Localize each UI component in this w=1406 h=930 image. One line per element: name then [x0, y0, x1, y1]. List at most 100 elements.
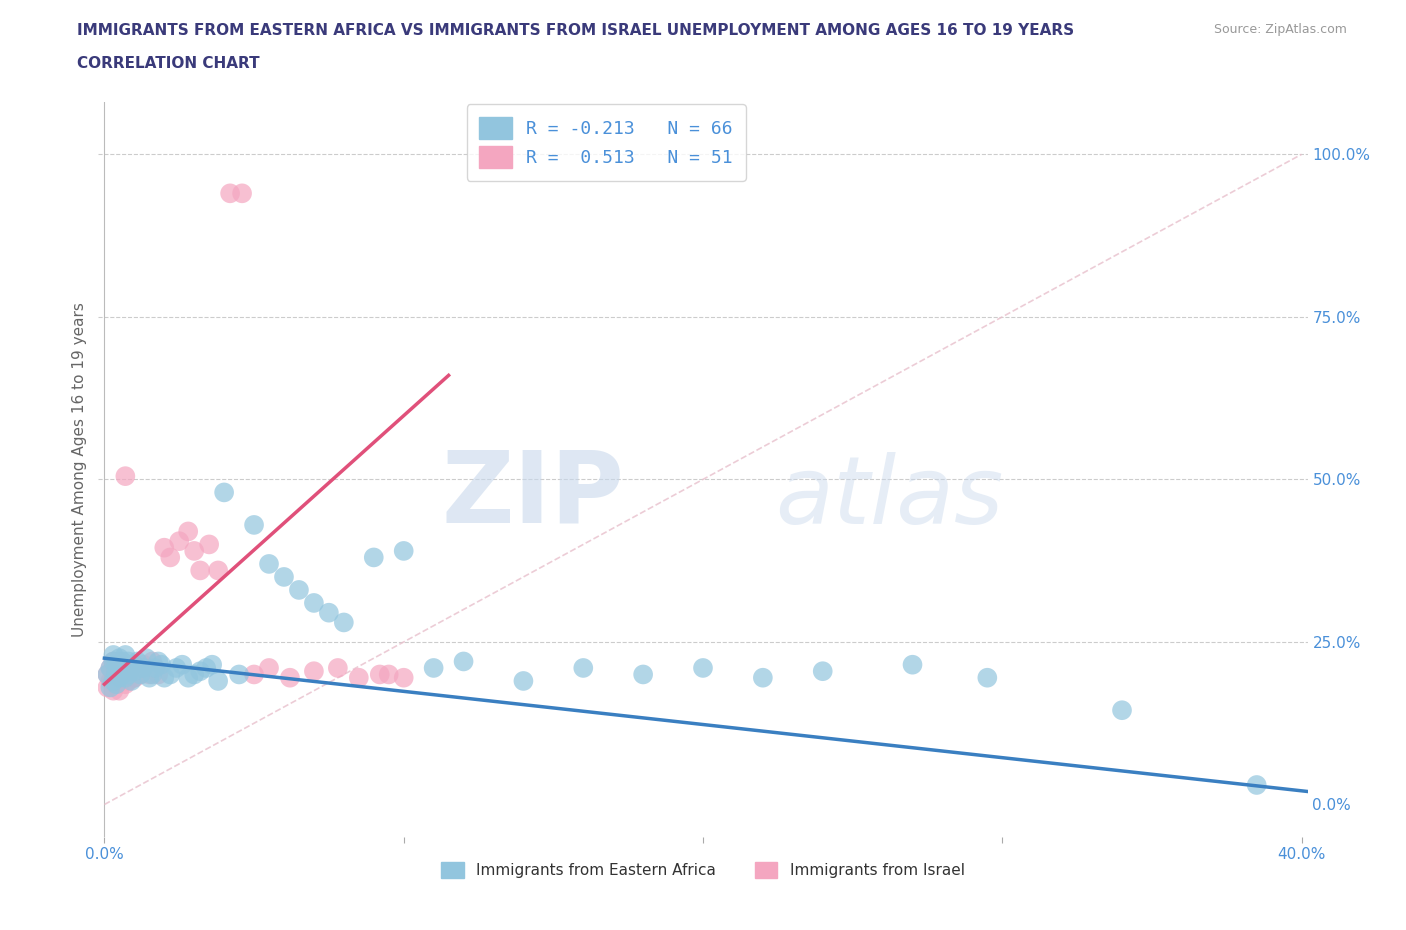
- Point: [288, 582, 311, 597]
- Point: [103, 654, 125, 669]
- Point: [392, 543, 415, 558]
- Point: [302, 664, 325, 679]
- Point: [198, 537, 221, 551]
- Point: [127, 654, 149, 669]
- Point: [108, 654, 131, 669]
- Point: [1111, 703, 1133, 718]
- Point: [188, 563, 211, 578]
- Point: [96, 667, 118, 682]
- Text: CORRELATION CHART: CORRELATION CHART: [77, 56, 260, 71]
- Point: [167, 534, 190, 549]
- Point: [392, 671, 415, 685]
- Point: [278, 671, 301, 685]
- Point: [129, 667, 152, 682]
- Text: ZIP: ZIP: [441, 446, 624, 544]
- Point: [124, 671, 146, 685]
- Point: [132, 664, 155, 679]
- Point: [318, 605, 340, 620]
- Point: [692, 660, 714, 675]
- Point: [100, 660, 122, 675]
- Point: [212, 485, 235, 499]
- Point: [422, 660, 444, 675]
- Point: [207, 673, 229, 688]
- Point: [117, 667, 139, 682]
- Point: [132, 658, 155, 672]
- Point: [127, 660, 149, 675]
- Point: [159, 550, 181, 565]
- Point: [219, 186, 242, 201]
- Point: [165, 660, 187, 675]
- Point: [100, 673, 122, 688]
- Point: [124, 660, 146, 675]
- Point: [111, 667, 134, 682]
- Point: [512, 673, 534, 688]
- Legend: Immigrants from Eastern Africa, Immigrants from Israel: Immigrants from Eastern Africa, Immigran…: [436, 857, 970, 884]
- Point: [183, 667, 205, 682]
- Point: [108, 660, 131, 675]
- Point: [183, 543, 205, 558]
- Point: [111, 671, 134, 685]
- Point: [138, 660, 160, 675]
- Point: [153, 540, 176, 555]
- Point: [129, 667, 152, 682]
- Point: [103, 647, 125, 662]
- Point: [243, 667, 266, 682]
- Point: [124, 671, 146, 685]
- Point: [132, 660, 155, 675]
- Point: [363, 550, 385, 565]
- Point: [257, 556, 280, 571]
- Point: [143, 660, 166, 675]
- Point: [976, 671, 998, 685]
- Point: [195, 660, 218, 675]
- Point: [111, 654, 134, 669]
- Point: [120, 667, 142, 682]
- Point: [201, 658, 224, 672]
- Point: [117, 660, 139, 675]
- Point: [752, 671, 775, 685]
- Point: [302, 595, 325, 610]
- Y-axis label: Unemployment Among Ages 16 to 19 years: Unemployment Among Ages 16 to 19 years: [72, 302, 87, 637]
- Point: [105, 667, 128, 682]
- Text: Source: ZipAtlas.com: Source: ZipAtlas.com: [1213, 23, 1347, 36]
- Point: [105, 677, 128, 692]
- Point: [108, 667, 131, 682]
- Point: [103, 671, 125, 685]
- Point: [105, 658, 128, 672]
- Point: [135, 660, 157, 675]
- Point: [177, 524, 200, 538]
- Point: [368, 667, 391, 682]
- Point: [150, 658, 173, 672]
- Point: [120, 673, 142, 688]
- Point: [114, 677, 136, 692]
- Point: [631, 667, 654, 682]
- Point: [1246, 777, 1268, 792]
- Point: [228, 667, 250, 682]
- Point: [108, 684, 131, 698]
- Point: [108, 651, 131, 666]
- Point: [105, 677, 128, 692]
- Point: [103, 673, 125, 688]
- Point: [141, 654, 163, 669]
- Point: [257, 660, 280, 675]
- Point: [114, 469, 136, 484]
- Point: [111, 660, 134, 675]
- Point: [105, 664, 128, 679]
- Point: [347, 671, 370, 685]
- Point: [117, 654, 139, 669]
- Point: [114, 647, 136, 662]
- Point: [124, 664, 146, 679]
- Point: [138, 667, 160, 682]
- Point: [572, 660, 595, 675]
- Point: [326, 660, 349, 675]
- Point: [172, 658, 194, 672]
- Point: [105, 658, 128, 672]
- Point: [120, 660, 142, 675]
- Point: [333, 615, 356, 630]
- Point: [138, 671, 160, 685]
- Point: [177, 671, 200, 685]
- Point: [100, 660, 122, 675]
- Point: [243, 517, 266, 532]
- Point: [105, 664, 128, 679]
- Point: [148, 667, 170, 682]
- Point: [901, 658, 924, 672]
